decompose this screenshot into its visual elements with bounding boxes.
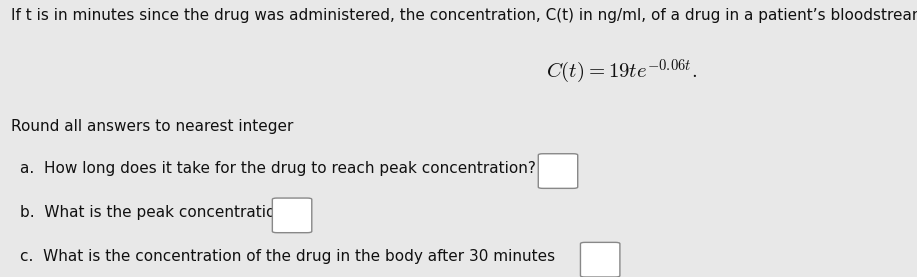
- Text: c.  What is the concentration of the drug in the body after 30 minutes: c. What is the concentration of the drug…: [20, 249, 556, 264]
- Text: If t is in minutes since the drug was administered, the concentration, C(t) in n: If t is in minutes since the drug was ad…: [11, 8, 917, 23]
- Text: b.  What is the peak concentration?: b. What is the peak concentration?: [20, 205, 293, 220]
- FancyBboxPatch shape: [272, 198, 312, 233]
- FancyBboxPatch shape: [580, 242, 620, 277]
- FancyBboxPatch shape: [538, 154, 578, 188]
- Text: Round all answers to nearest integer: Round all answers to nearest integer: [11, 119, 293, 134]
- Text: $C(t) = 19te^{-0.06t}.$: $C(t) = 19te^{-0.06t}.$: [546, 58, 697, 86]
- Text: a.  How long does it take for the drug to reach peak concentration?: a. How long does it take for the drug to…: [20, 161, 536, 176]
